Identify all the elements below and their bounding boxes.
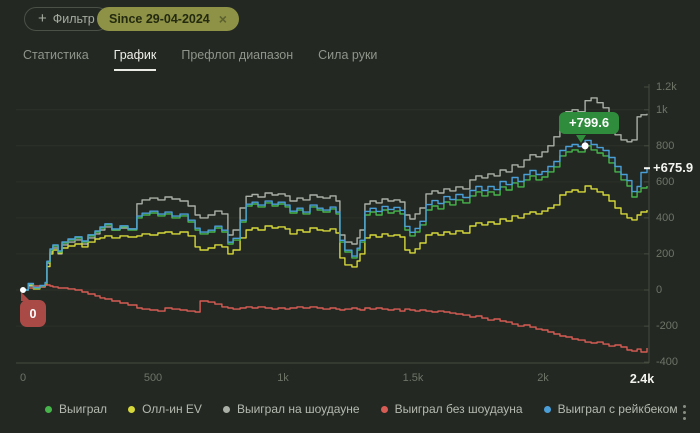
tab-graph[interactable]: График bbox=[113, 48, 157, 71]
tab-bar: Статистика График Префлоп диапазон Сила … bbox=[23, 48, 377, 71]
y-tick-1.2k: 1.2k bbox=[656, 81, 677, 93]
y-tick--200: -200 bbox=[656, 320, 679, 333]
tab-hand-strength[interactable]: Сила руки bbox=[318, 48, 378, 62]
series-line-showdown bbox=[23, 97, 648, 291]
legend-dot-icon bbox=[380, 405, 388, 413]
legend-dot-icon bbox=[543, 405, 551, 413]
y-tick-600: 600 bbox=[656, 175, 675, 188]
y-tick-800: 800 bbox=[656, 139, 675, 152]
start-value-badge: 0 bbox=[20, 300, 46, 327]
kebab-menu-icon[interactable] bbox=[681, 403, 688, 422]
legend-item-3[interactable]: Выиграл без шоудауна bbox=[380, 402, 523, 416]
legend-label: Выиграл с рейкбеком bbox=[557, 402, 678, 416]
current-value-label: +675.9 bbox=[653, 160, 694, 175]
legend-dot-icon bbox=[45, 405, 52, 413]
max-value-badge: +799.6 bbox=[559, 112, 620, 134]
y-tick-1k: 1k bbox=[656, 103, 668, 116]
x-tick-2k: 2k bbox=[537, 372, 549, 384]
plus-icon: + bbox=[38, 10, 47, 27]
start-point-dot bbox=[20, 287, 26, 293]
series-line-allin-ev bbox=[23, 185, 648, 291]
filter-button[interactable]: + Фильтр bbox=[24, 7, 109, 31]
series-line-rakeback bbox=[23, 139, 648, 291]
x-current-hands-label: 2.4k bbox=[629, 372, 655, 386]
close-icon[interactable]: × bbox=[218, 11, 227, 27]
legend-item-4[interactable]: Выиграл с рейкбеком bbox=[543, 402, 678, 416]
max-value-badge-tail bbox=[576, 135, 586, 143]
tab-preflop-range[interactable]: Префлоп диапазон bbox=[181, 48, 294, 62]
y-tick-400: 400 bbox=[656, 211, 675, 224]
x-tick-1.5k: 1.5k bbox=[402, 372, 424, 384]
y-tick-0: 0 bbox=[656, 284, 663, 296]
legend-label: Олл-ин EV bbox=[142, 402, 202, 416]
y-tick--400: -400 bbox=[656, 356, 679, 369]
legend-dot-icon bbox=[222, 405, 230, 413]
legend-item-1[interactable]: Олл-ин EV bbox=[128, 402, 202, 416]
y-tick-200: 200 bbox=[656, 247, 675, 260]
start-value-badge-tail bbox=[21, 292, 30, 301]
series-line-non-showdown bbox=[23, 284, 648, 353]
legend-item-0[interactable]: Выиграл bbox=[45, 402, 107, 416]
legend-label: Выиграл bbox=[59, 402, 108, 416]
filter-tag-label: Since 29-04-2024 bbox=[109, 12, 210, 26]
legend-dot-icon bbox=[128, 405, 136, 413]
x-tick-0: 0 bbox=[19, 372, 27, 384]
x-tick-1k: 1k bbox=[277, 372, 289, 384]
max-point-dot bbox=[581, 142, 589, 150]
legend-label: Выиграл на шоудауне bbox=[236, 402, 360, 416]
filter-button-label: Фильтр bbox=[52, 12, 95, 26]
series-line-won bbox=[23, 145, 648, 291]
legend-item-2[interactable]: Выиграл на шоудауне bbox=[222, 402, 360, 416]
filter-tag-since-date[interactable]: Since 29-04-2024 × bbox=[97, 7, 239, 31]
tab-statistics[interactable]: Статистика bbox=[23, 48, 89, 62]
x-tick-500: 500 bbox=[143, 372, 163, 384]
chart-legend: Выиграл Олл-ин EV Выиграл на шоудауне Выигр… bbox=[45, 402, 678, 416]
legend-label: Выиграл без шоудауна bbox=[394, 402, 523, 416]
